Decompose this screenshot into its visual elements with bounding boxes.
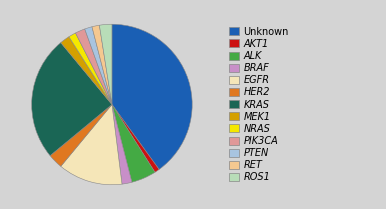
Wedge shape — [112, 104, 155, 182]
Wedge shape — [76, 29, 112, 104]
Wedge shape — [50, 104, 112, 166]
Legend: Unknown, AKT1, ALK, BRAF, EGFR, HER2, KRAS, MEK1, NRAS, PIK3CA, PTEN, RET, ROS1: Unknown, AKT1, ALK, BRAF, EGFR, HER2, KR… — [225, 23, 293, 186]
Wedge shape — [99, 24, 112, 104]
Wedge shape — [112, 104, 159, 172]
Wedge shape — [92, 25, 112, 104]
Wedge shape — [61, 104, 122, 185]
Wedge shape — [112, 104, 132, 184]
Wedge shape — [61, 37, 112, 104]
Wedge shape — [112, 24, 192, 169]
Wedge shape — [85, 27, 112, 104]
Wedge shape — [32, 43, 112, 156]
Wedge shape — [69, 33, 112, 104]
